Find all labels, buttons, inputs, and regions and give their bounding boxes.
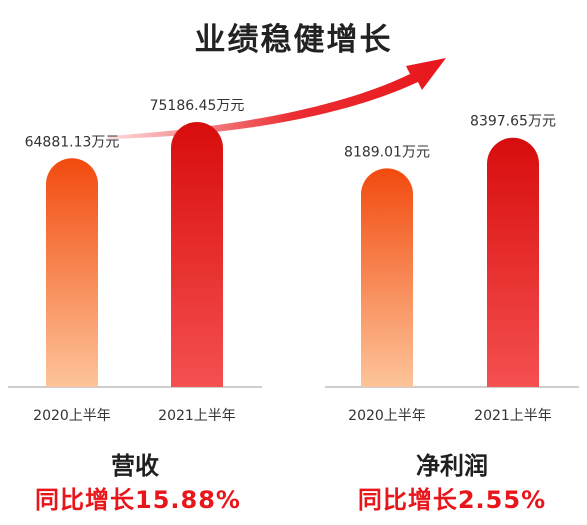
revenue-category-label-2: 2021上半年 — [158, 408, 236, 424]
revenue-category-label-1: 2020上半年 — [33, 408, 111, 424]
revenue-bar-2 — [171, 121, 223, 387]
revenue-value-label-2: 75186.45万元 — [150, 98, 245, 114]
net-profit-category-label-1: 2020上半年 — [348, 408, 426, 424]
net-profit-bar-2 — [487, 137, 539, 387]
net-profit-bar-1 — [361, 168, 413, 387]
net-profit-value-label-2: 8397.65万元 — [470, 114, 556, 130]
page-title: 业绩稳健增长 — [194, 22, 393, 58]
net-profit-chart-title: 净利润 — [416, 452, 488, 480]
revenue-value-label-1: 64881.13万元 — [25, 134, 120, 150]
net-profit-growth-text: 同比增长2.55% — [357, 486, 547, 514]
growth-arrow-icon — [108, 58, 446, 139]
net-profit-value-label-1: 8189.01万元 — [344, 144, 430, 160]
revenue-growth-text: 同比增长15.88% — [35, 486, 241, 514]
net-profit-category-label-2: 2021上半年 — [474, 408, 552, 424]
revenue-chart-title: 营收 — [111, 452, 159, 480]
revenue-bar-1 — [46, 158, 98, 387]
